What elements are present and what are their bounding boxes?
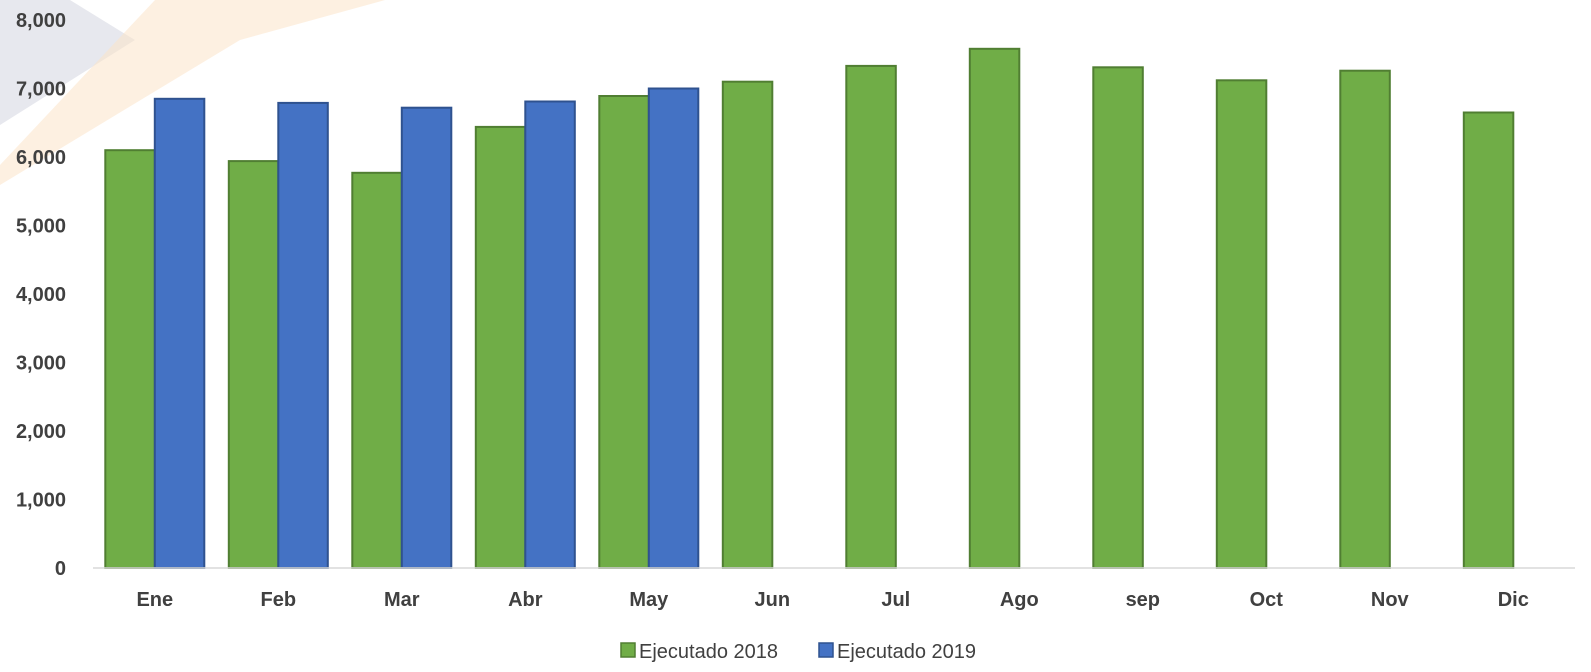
bar-ejecutado-2018-mar	[351, 171, 403, 570]
x-tick-label: Jun	[755, 589, 791, 611]
x-tick-label: May	[629, 589, 669, 611]
x-tick-label: Nov	[1371, 589, 1410, 611]
bar-ejecutado-2018-jun	[721, 80, 774, 569]
bar-ejecutado-2019-mar	[400, 106, 453, 569]
background-chevron-decoration	[0, 0, 385, 185]
x-tick-label: Dic	[1498, 589, 1529, 611]
bar-ejecutado-2018-ago	[968, 47, 1021, 570]
bar-ejecutado-2018-may	[598, 95, 650, 569]
y-axis: 0 1,000 2,000 3,000 4,000 5,000 6,000 7,000 8,00…	[16, 10, 66, 580]
x-tick-label: sep	[1126, 589, 1160, 611]
x-tick-label: Feb	[261, 589, 297, 611]
y-tick-label: 3,000	[16, 353, 66, 375]
y-tick-label: 2,000	[16, 421, 66, 443]
x-tick-label: Jul	[881, 589, 910, 611]
legend-label-2018: Ejecutado 2018	[639, 641, 778, 663]
legend-label-2019: Ejecutado 2019	[837, 641, 976, 663]
bar-ejecutado-2018-ene	[104, 149, 156, 569]
legend: Ejecutado 2018 Ejecutado 2019	[620, 641, 976, 663]
bar-ejecutado-2018-jul	[845, 64, 897, 570]
legend-swatch-2019	[818, 642, 834, 658]
y-tick-label: 5,000	[16, 216, 66, 238]
legend-swatch-2018	[620, 642, 636, 658]
bar-ejecutado-2018-feb	[227, 160, 280, 569]
bar-ejecutado-2019-may	[647, 87, 700, 569]
y-tick-label: 7,000	[16, 79, 66, 101]
bar-ejecutado-2018-oct	[1215, 79, 1268, 570]
x-tick-label: Mar	[384, 589, 420, 611]
y-tick-label: 6,000	[16, 147, 66, 169]
x-tick-label: Abr	[508, 589, 543, 611]
x-tick-label: Ene	[136, 589, 173, 611]
bar-ejecutado-2018-sep	[1092, 66, 1144, 570]
bar-ejecutado-2018-nov	[1339, 69, 1391, 569]
bar-ejecutado-2019-ene	[153, 97, 206, 570]
x-axis: Ene Feb Mar Abr May Jun Jul Ago sep Oct Nov Dic	[136, 589, 1528, 611]
y-tick-label: 1,000	[16, 490, 66, 512]
bars-group	[104, 47, 1515, 570]
bar-ejecutado-2019-abr	[524, 100, 576, 569]
y-tick-label: 4,000	[16, 284, 66, 306]
bar-ejecutado-2018-abr	[474, 125, 527, 570]
x-tick-label: Oct	[1250, 589, 1284, 611]
y-tick-label: 0	[55, 558, 66, 580]
bar-ejecutado-2019-feb	[277, 101, 329, 570]
bar-ejecutado-2018-dic	[1462, 111, 1515, 569]
x-tick-label: Ago	[1000, 589, 1039, 611]
y-tick-label: 8,000	[16, 10, 66, 32]
